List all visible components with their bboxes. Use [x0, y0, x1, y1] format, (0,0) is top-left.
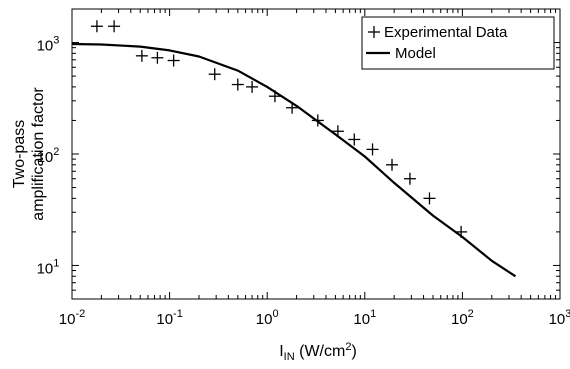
experimental-data-point [366, 143, 379, 156]
y-axis-label-line-2: amplification factor [30, 87, 47, 221]
experimental-data-point [208, 68, 221, 81]
experimental-data-point [90, 20, 103, 33]
x-tick-label: 102 [451, 308, 474, 328]
experimental-data-point [231, 78, 244, 91]
legend-label-model: Model [395, 45, 436, 62]
y-tick-labels: 101 102 103 [37, 35, 60, 278]
x-tick-label: 100 [256, 308, 279, 328]
experimental-series [90, 20, 468, 238]
legend: Experimental Data Model [361, 16, 555, 70]
x-tick-label: 101 [353, 308, 376, 328]
experimental-data-point [268, 90, 281, 103]
experimental-data-point [151, 51, 164, 64]
experimental-data-point [331, 125, 344, 138]
experimental-data-point [311, 114, 324, 127]
model-series [71, 42, 517, 278]
experimental-data-point [386, 158, 399, 171]
y-tick-label: 102 [37, 146, 60, 166]
axis-ticks [71, 8, 561, 300]
model-line [71, 42, 517, 278]
experimental-data-point [348, 133, 361, 146]
x-tick-label: 10-2 [59, 308, 85, 328]
legend-label-experimental: Experimental Data [384, 24, 508, 41]
y-tick-label: 101 [37, 257, 60, 277]
experimental-data-point [108, 20, 121, 33]
y-axis-label-line-1: Two-pass [11, 120, 28, 188]
y-axis-label: Two-pass amplification factor [11, 87, 47, 221]
legend-marker-experimental [368, 26, 380, 38]
legend-box [361, 16, 555, 70]
y-tick-label: 103 [37, 35, 60, 55]
x-tick-label: 10-1 [156, 308, 182, 328]
experimental-data-point [246, 80, 259, 93]
experimental-data-point [455, 225, 468, 238]
experimental-data-point [423, 192, 436, 205]
experimental-data-point [167, 54, 180, 67]
experimental-data-point [135, 49, 148, 62]
x-tick-labels: 10-2 10-1 100 101 102 103 [59, 308, 570, 328]
experimental-data-point [286, 101, 299, 114]
x-axis-label: IIN (W/cm2) [279, 341, 357, 363]
experimental-data-point [403, 172, 416, 185]
x-tick-label: 103 [549, 308, 570, 328]
